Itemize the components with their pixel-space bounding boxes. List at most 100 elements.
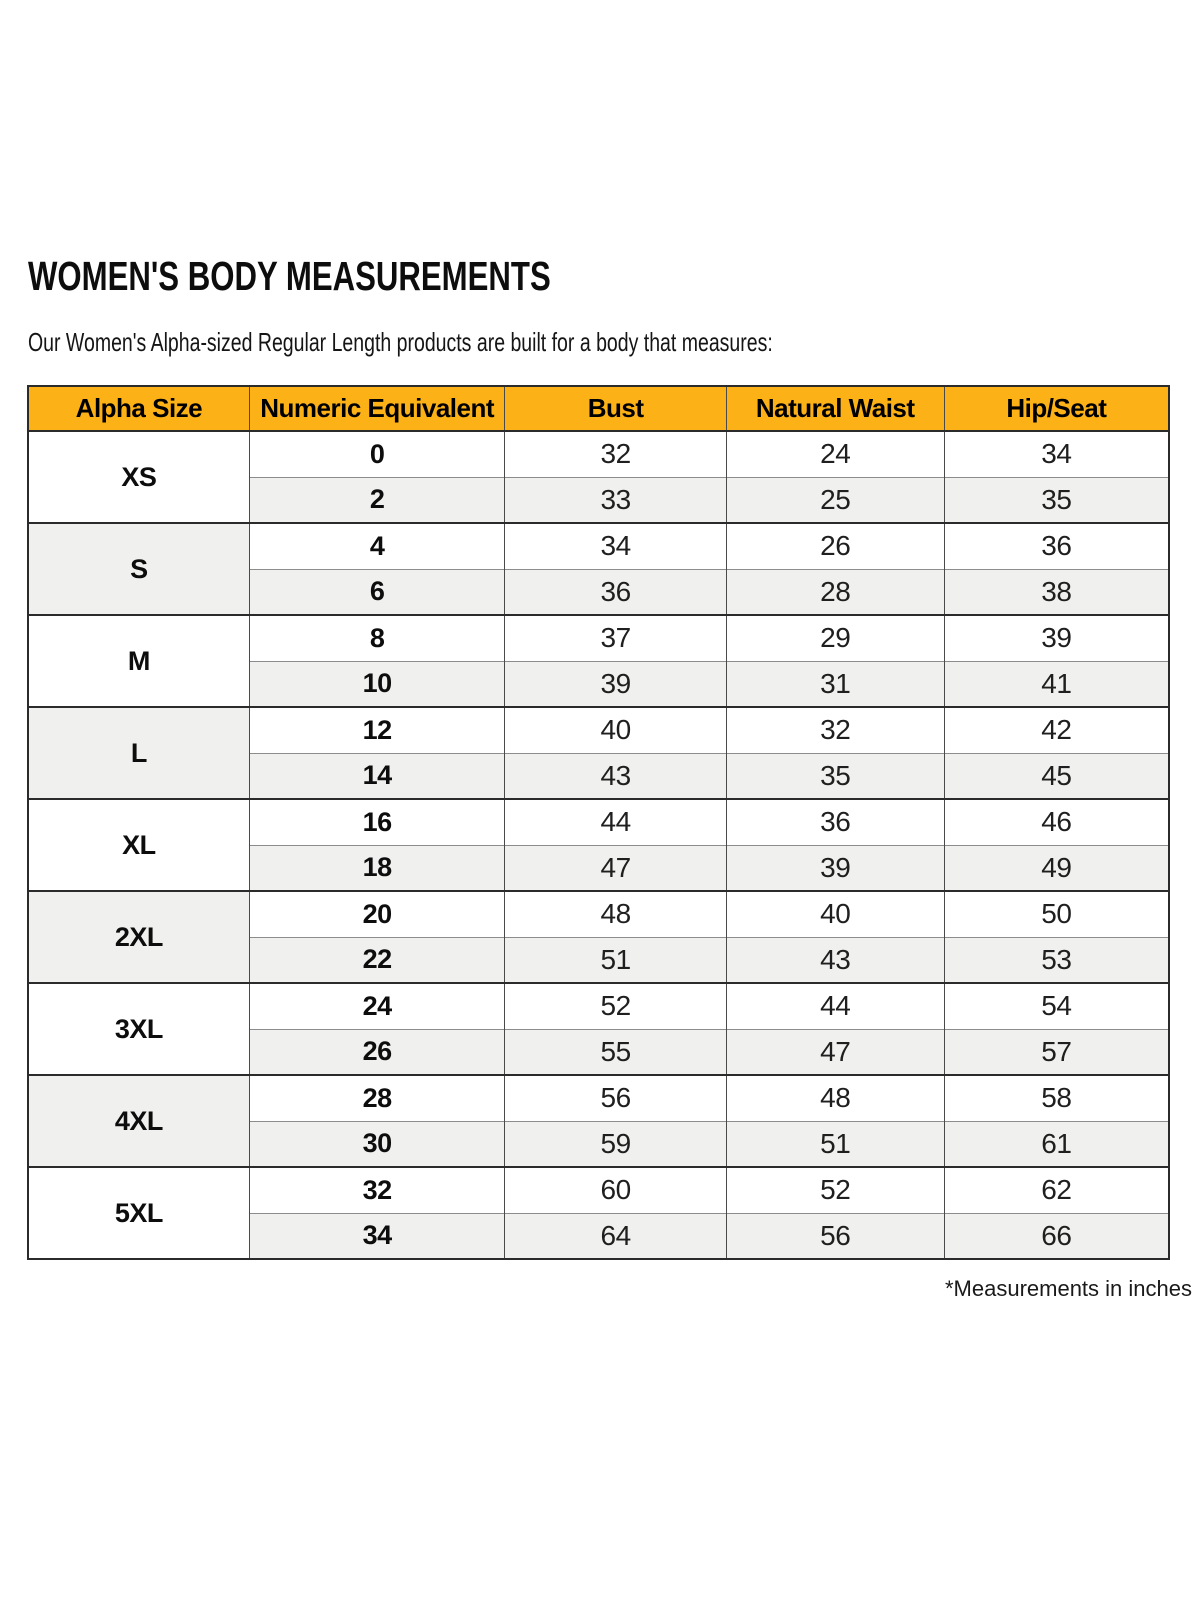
table-row: 14 43 35 45 <box>28 752 1170 799</box>
alpha-size-cell: M <box>27 614 250 707</box>
numeric-cell: 32 <box>248 1166 506 1213</box>
numeric-cell: 34 <box>248 1212 506 1259</box>
bust-cell: 59 <box>504 1120 727 1167</box>
waist-cell: 32 <box>725 706 945 753</box>
table-row: M 8 37 29 39 <box>27 614 1170 707</box>
bust-cell: 47 <box>504 844 727 891</box>
alpha-size-cell: 2XL <box>27 890 250 983</box>
bust-cell: 36 <box>504 568 727 615</box>
table-row: 5XL 32 60 52 62 <box>27 1166 1170 1259</box>
alpha-size-cell: S <box>27 522 250 615</box>
numeric-cell: 18 <box>248 844 506 891</box>
numeric-cell: 8 <box>248 614 506 661</box>
table-row: L 12 40 32 42 <box>27 706 1170 799</box>
bust-cell: 40 <box>504 706 727 753</box>
numeric-cell: 22 <box>248 936 506 983</box>
column-header-hip-seat: Hip/Seat <box>943 386 1170 432</box>
numeric-cell: 24 <box>248 982 506 1029</box>
table-row: XL 16 44 36 46 <box>27 798 1170 891</box>
hip-cell: 50 <box>943 890 1170 937</box>
hip-cell: 58 <box>943 1074 1170 1121</box>
numeric-cell: 0 <box>248 430 506 477</box>
hip-cell: 39 <box>943 614 1170 661</box>
bust-cell: 64 <box>504 1212 727 1259</box>
numeric-cell: 14 <box>248 752 506 799</box>
alpha-size-cell: 3XL <box>27 982 250 1075</box>
bust-cell: 43 <box>504 752 727 799</box>
alpha-size-cell: L <box>27 706 250 799</box>
bust-cell: 48 <box>504 890 727 937</box>
size-guide-section: WOMEN'S BODY MEASUREMENTS Our Women's Al… <box>27 253 1192 1301</box>
header-row: Alpha Size Numeric Equivalent Bust Natur… <box>27 386 1170 432</box>
bust-cell: 56 <box>504 1074 727 1121</box>
table-row: 10 39 31 41 <box>28 660 1170 707</box>
numeric-cell: 16 <box>248 798 506 845</box>
bust-cell: 44 <box>504 798 727 845</box>
waist-cell: 25 <box>725 476 945 523</box>
bust-cell: 34 <box>504 522 727 569</box>
hip-cell: 42 <box>943 706 1170 753</box>
table-row: 22 51 43 53 <box>28 936 1170 983</box>
bust-cell: 32 <box>504 430 727 477</box>
numeric-cell: 30 <box>248 1120 506 1167</box>
measurements-footnote: *Measurements in inches <box>944 1276 1192 1301</box>
bust-cell: 33 <box>504 476 727 523</box>
page-subtitle: Our Women's Alpha-sized Regular Length p… <box>28 327 773 357</box>
alpha-size-cell: 5XL <box>27 1166 250 1259</box>
numeric-cell: 6 <box>248 568 506 615</box>
waist-cell: 24 <box>725 430 945 477</box>
bust-cell: 55 <box>504 1028 727 1075</box>
hip-cell: 62 <box>943 1166 1170 1213</box>
numeric-cell: 12 <box>248 706 506 753</box>
bust-cell: 37 <box>504 614 727 661</box>
hip-cell: 35 <box>943 476 1170 523</box>
table-row: 18 47 39 49 <box>28 844 1170 891</box>
hip-cell: 66 <box>943 1212 1170 1259</box>
table-row: 2 33 25 35 <box>28 476 1170 523</box>
hip-cell: 49 <box>943 844 1170 891</box>
numeric-cell: 26 <box>248 1028 506 1075</box>
alpha-size-cell: 4XL <box>27 1074 250 1167</box>
table-row: 30 59 51 61 <box>28 1120 1170 1167</box>
waist-cell: 56 <box>725 1212 945 1259</box>
table-row: 2XL 20 48 40 50 <box>27 890 1170 983</box>
hip-cell: 54 <box>943 982 1170 1029</box>
waist-cell: 35 <box>725 752 945 799</box>
hip-cell: 53 <box>943 936 1170 983</box>
waist-cell: 43 <box>725 936 945 983</box>
bust-cell: 60 <box>504 1166 727 1213</box>
bust-cell: 52 <box>504 982 727 1029</box>
hip-cell: 38 <box>943 568 1170 615</box>
table-row: XS 0 32 24 34 <box>27 430 1170 523</box>
hip-cell: 45 <box>943 752 1170 799</box>
table-row: 34 64 56 66 <box>28 1212 1170 1259</box>
column-header-numeric-equivalent: Numeric Equivalent <box>248 386 506 432</box>
waist-cell: 39 <box>725 844 945 891</box>
waist-cell: 52 <box>725 1166 945 1213</box>
waist-cell: 26 <box>725 522 945 569</box>
hip-cell: 57 <box>943 1028 1170 1075</box>
numeric-cell: 10 <box>248 660 506 707</box>
bust-cell: 51 <box>504 936 727 983</box>
numeric-cell: 4 <box>248 522 506 569</box>
hip-cell: 46 <box>943 798 1170 845</box>
table-row: S 4 34 26 36 <box>27 522 1170 615</box>
numeric-cell: 28 <box>248 1074 506 1121</box>
bust-cell: 39 <box>504 660 727 707</box>
waist-cell: 44 <box>725 982 945 1029</box>
waist-cell: 29 <box>725 614 945 661</box>
hip-cell: 34 <box>943 430 1170 477</box>
column-header-bust: Bust <box>504 386 727 432</box>
table-row: 26 55 47 57 <box>28 1028 1170 1075</box>
numeric-cell: 2 <box>248 476 506 523</box>
waist-cell: 51 <box>725 1120 945 1167</box>
page-title: WOMEN'S BODY MEASUREMENTS <box>28 253 551 299</box>
hip-cell: 41 <box>943 660 1170 707</box>
waist-cell: 48 <box>725 1074 945 1121</box>
column-header-natural-waist: Natural Waist <box>725 386 945 432</box>
waist-cell: 47 <box>725 1028 945 1075</box>
table-row: 6 36 28 38 <box>28 568 1170 615</box>
waist-cell: 40 <box>725 890 945 937</box>
column-header-alpha-size: Alpha Size <box>27 386 250 432</box>
hip-cell: 61 <box>943 1120 1170 1167</box>
